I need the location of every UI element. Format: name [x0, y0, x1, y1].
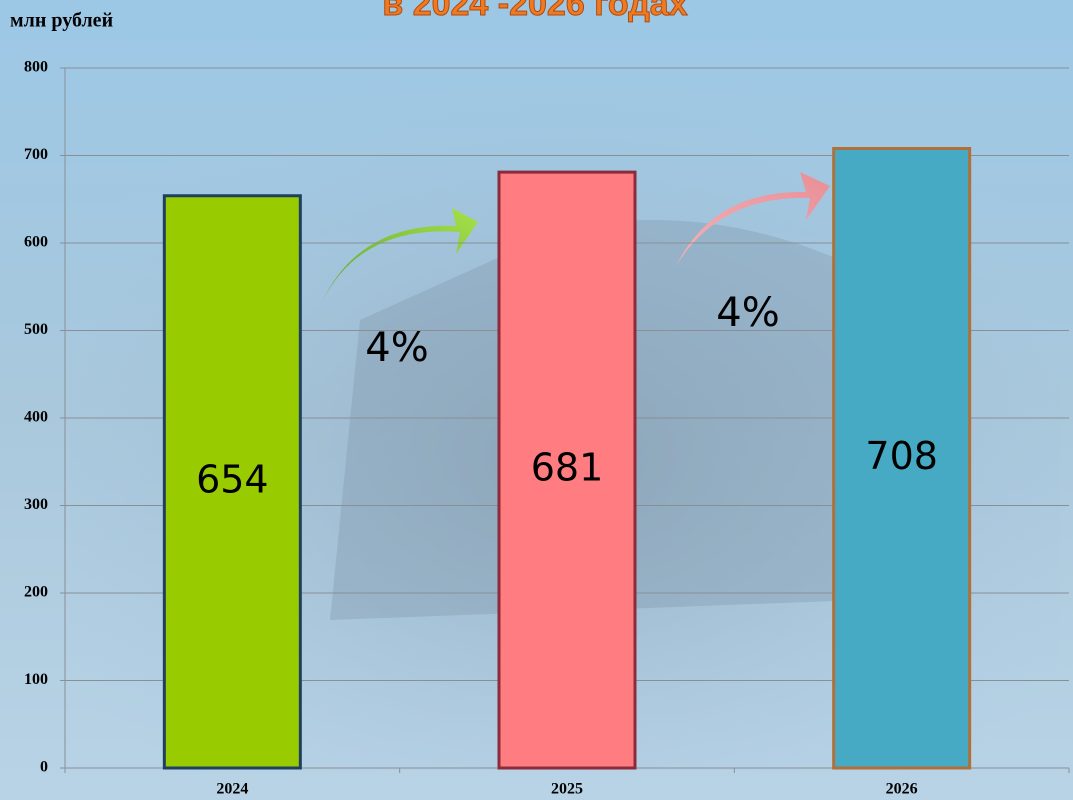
- y-tick-label: 600: [24, 234, 48, 251]
- y-tick-label: 500: [24, 321, 48, 338]
- y-tick-label: 400: [24, 409, 48, 426]
- y-tick-label: 700: [24, 146, 48, 163]
- x-tick-label: 2026: [886, 781, 918, 798]
- y-tick-label: 100: [24, 671, 48, 688]
- y-tick-label: 300: [24, 496, 48, 513]
- growth-annotation: 4%: [365, 325, 428, 371]
- value-label: 654: [196, 457, 269, 501]
- x-tick-label: 2024: [216, 781, 248, 798]
- growth-annotation: 4%: [716, 290, 779, 336]
- x-tick-label: 2025: [551, 781, 583, 798]
- value-label: 708: [865, 434, 938, 478]
- y-axis-label: млн рублей: [10, 10, 113, 32]
- y-tick-label: 800: [24, 59, 48, 76]
- page: {"chart_data": {"type": "bar", "title": …: [0, 0, 1073, 800]
- chart: в 2024 -2026 годах млн рублей 0 100 200 300…: [0, 0, 1073, 800]
- y-tick-label: 200: [24, 584, 48, 601]
- y-tick-label: 0: [40, 759, 48, 776]
- chart-title: в 2024 -2026 годах: [382, 0, 687, 23]
- value-label: 681: [531, 446, 604, 490]
